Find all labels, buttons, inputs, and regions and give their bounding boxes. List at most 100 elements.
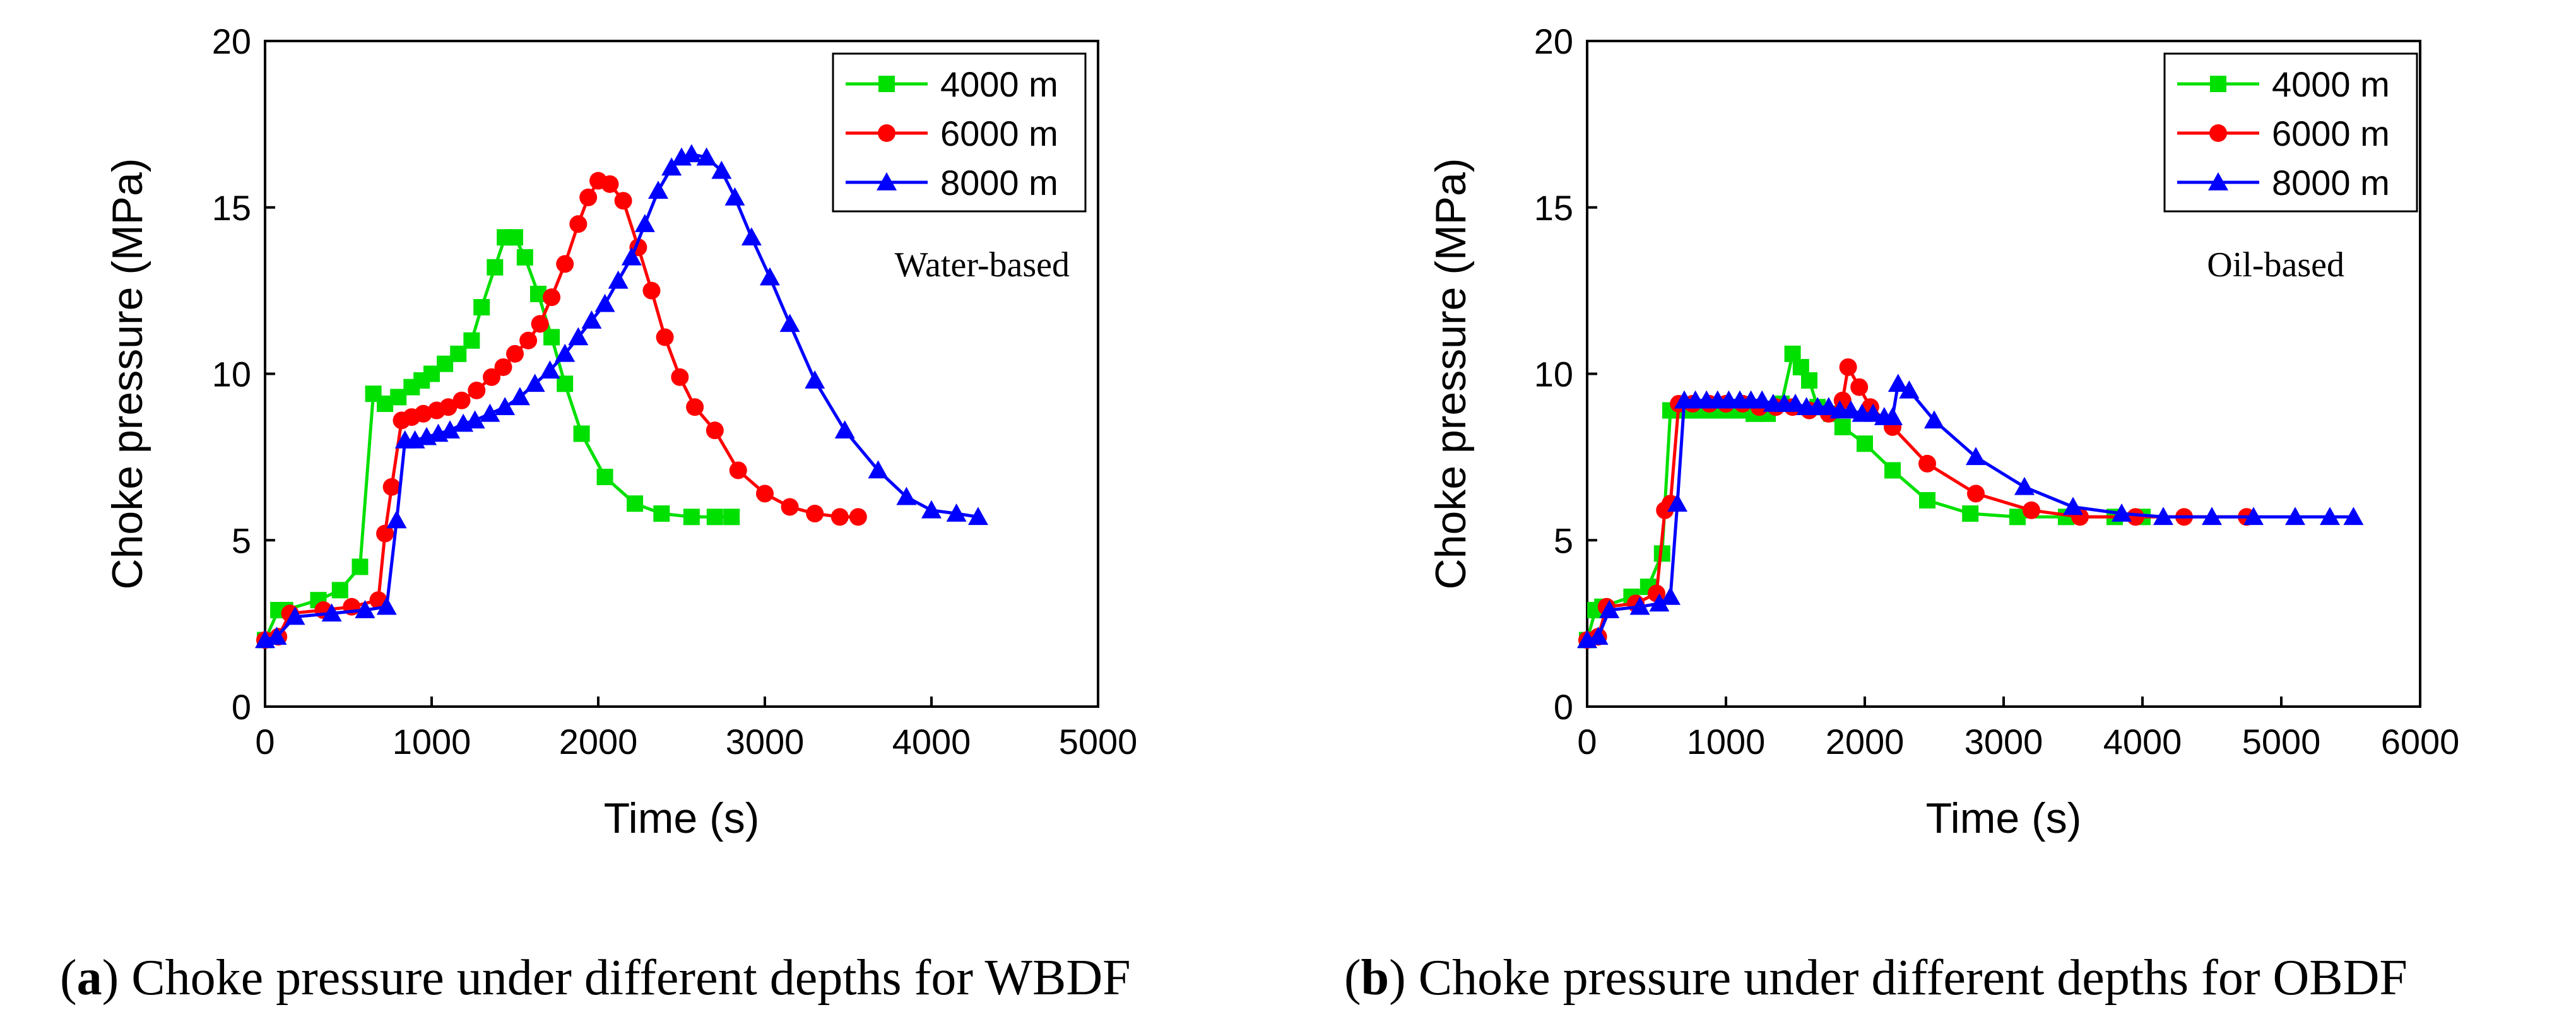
data-point [285,606,305,625]
data-point [648,180,669,199]
data-point [543,329,560,346]
series-4000-m [257,229,740,649]
series-6000-m [256,172,867,649]
data-point [1918,454,1936,473]
data-point [781,498,799,516]
data-point [834,420,855,438]
legend: 4000 m 6000 m 8000 m [832,52,1087,213]
x-tick-label: 5000 [1059,722,1138,761]
data-point [495,397,516,416]
data-point [524,373,545,392]
data-point [2063,497,2083,515]
data-point [594,293,615,312]
x-tick-label: 4000 [2103,722,2182,761]
data-point [830,508,849,526]
y-tick-label: 10 [212,355,251,394]
data-point [464,410,485,429]
legend-label: 8000 m [2272,163,2390,203]
data-point [2202,507,2222,526]
y-tick-label: 15 [1534,188,1573,228]
data-point [468,381,486,399]
data-point [1899,380,1920,399]
data-point [634,214,655,232]
data-point [480,403,500,422]
data-point [439,398,458,416]
data-point [653,505,670,522]
data-point [1962,505,1979,522]
data-point [452,391,471,409]
data-point [759,267,780,286]
data-point [573,425,590,442]
legend-label: 4000 m [2272,64,2390,104]
data-point [506,344,524,363]
data-point [1834,418,1851,435]
x-tick-label: 6000 [2381,722,2460,761]
legend: 4000 m 6000 m 8000 m [2163,52,2418,213]
x-tick-label: 2000 [1826,722,1905,761]
data-point [1857,435,1873,452]
caption-a: (a) Choke pressure under different depth… [60,950,1131,1006]
chart-panel-b: 0 1000 2000 3000 4000 5000 6000 0 5 10 15 20 Time (s… [1427,21,2459,842]
data-point [355,600,375,618]
y-tick-label: 5 [232,520,251,560]
data-point [627,495,644,512]
legend-label: 4000 m [940,64,1058,104]
data-point [555,343,576,362]
data-point [440,420,461,438]
data-point [1850,378,1869,396]
data-point [509,387,530,406]
data-point [1818,397,1839,416]
data-point [543,288,561,307]
data-point [2127,508,2144,526]
data-point [2153,507,2173,526]
data-point [896,486,917,505]
y-tick-label: 15 [212,188,251,228]
legend-marker [2210,76,2226,92]
data-point [473,299,490,315]
data-point [621,247,642,266]
data-point [1839,358,1857,376]
data-point [683,509,700,526]
data-point [569,215,588,233]
x-tick-label: 1000 [393,722,471,761]
data-point [711,160,732,179]
data-point [1924,410,1944,429]
data-point [376,596,397,615]
data-point [805,370,825,389]
data-point [806,505,824,523]
data-point [1649,593,1670,612]
data-point [382,478,401,496]
data-point [2243,507,2264,526]
x-tick-label: 2000 [559,722,638,761]
data-point [1629,596,1650,615]
y-tick-label: 0 [1554,687,1573,727]
data-point [556,255,574,273]
caption-a-text: Choke pressure under different depths fo… [131,950,1131,1006]
y-tick-label: 20 [212,21,251,61]
y-tick-label: 5 [1554,520,1573,560]
data-point [614,192,632,210]
data-point [729,461,747,479]
legend-marker [2209,124,2227,142]
data-point [1967,485,1985,503]
data-point [516,249,533,266]
data-point [1667,493,1687,512]
data-point [681,144,702,163]
data-point [483,368,501,386]
annotation-text: Water-based [895,245,1070,285]
data-point [2023,501,2040,519]
legend-label: 8000 m [940,163,1058,203]
data-point [696,147,717,166]
x-tick-label: 0 [1577,722,1597,761]
x-axis-label: Time (s) [604,794,760,842]
data-point [1863,403,1884,422]
data-point [1841,400,1861,419]
data-point [741,227,762,246]
data-point [352,558,369,575]
data-point [946,503,967,522]
data-point [1660,586,1681,605]
data-point [1588,626,1609,645]
data-point [967,507,988,526]
x-tick-label: 4000 [892,722,971,761]
data-point [779,314,800,332]
